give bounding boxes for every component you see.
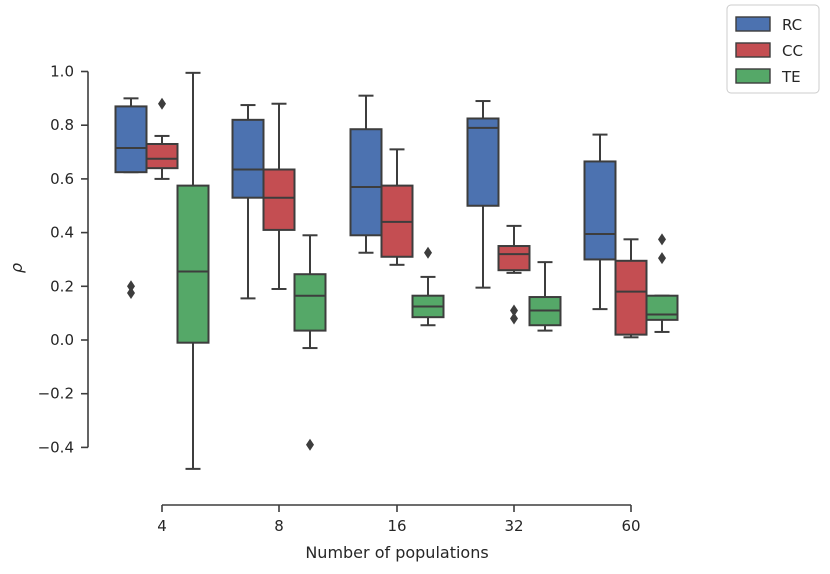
x-tick-label: 16 — [387, 517, 406, 535]
outlier-point — [127, 280, 135, 293]
box-rc-8 — [231, 104, 265, 300]
box-cc-60 — [614, 238, 648, 339]
y-tick-label: 0.4 — [50, 224, 74, 242]
box-rc-60 — [583, 133, 617, 311]
y-tick-label: 0.0 — [50, 331, 74, 349]
legend: RC CC TE — [726, 4, 820, 94]
box-te-32 — [528, 261, 562, 332]
legend-label: TE — [781, 68, 801, 86]
box-cc-32 — [497, 224, 531, 325]
box-iqr — [645, 294, 679, 321]
box-rc-32 — [466, 100, 500, 289]
legend-item-te: TE — [735, 68, 801, 86]
outlier-point — [306, 438, 314, 451]
y-tick-label: 1.0 — [50, 63, 74, 81]
legend-swatch — [735, 68, 771, 84]
x-axis: 4 8 16 32 60 — [157, 504, 641, 535]
box-cc-8 — [262, 102, 296, 290]
legend-label: CC — [782, 42, 803, 60]
box-iqr — [583, 160, 617, 261]
outlier-point — [510, 312, 518, 325]
box-iqr — [145, 142, 179, 170]
box-iqr — [176, 184, 210, 344]
y-axis: −0.4 −0.2 0.0 0.2 0.4 0.6 0.8 1.0 — [38, 63, 89, 456]
box-iqr — [262, 168, 296, 231]
y-tick-label: 0.6 — [50, 170, 74, 188]
box-te-8 — [293, 234, 327, 451]
box-te-60 — [645, 233, 679, 333]
legend-label: RC — [782, 16, 802, 34]
x-axis-title: Number of populations — [305, 543, 488, 562]
box-te-4 — [176, 71, 210, 470]
outlier-point — [510, 304, 518, 317]
box-iqr — [231, 118, 265, 199]
legend-item-rc: RC — [735, 16, 802, 34]
legend-item-cc: CC — [735, 42, 803, 60]
box-iqr — [293, 273, 327, 332]
y-tick-label: −0.2 — [38, 385, 74, 403]
outlier-point — [424, 246, 432, 259]
y-tick-label: −0.4 — [38, 438, 74, 456]
box-cc-4 — [145, 97, 179, 180]
y-tick-label: 0.2 — [50, 277, 74, 295]
plot-area — [114, 71, 679, 470]
outlier-point — [658, 252, 666, 265]
box-cc-16 — [380, 148, 414, 266]
box-rc-4 — [114, 97, 148, 300]
box-rc-16 — [349, 94, 383, 254]
x-tick-label: 60 — [621, 517, 640, 535]
box-te-16 — [411, 246, 445, 327]
outlier-point — [127, 287, 135, 300]
outlier-point — [158, 97, 166, 110]
x-tick-label: 4 — [157, 517, 167, 535]
box-iqr — [349, 128, 383, 237]
legend-swatch — [735, 16, 771, 32]
y-axis-title: ρ — [7, 263, 26, 273]
y-tick-label: 0.8 — [50, 116, 74, 134]
box-iqr — [497, 245, 531, 272]
outlier-point — [658, 233, 666, 246]
legend-swatch — [735, 42, 771, 58]
box-iqr — [466, 117, 500, 207]
x-tick-label: 8 — [274, 517, 284, 535]
box-iqr — [114, 105, 148, 174]
box-iqr — [614, 259, 648, 336]
x-tick-label: 32 — [504, 517, 523, 535]
